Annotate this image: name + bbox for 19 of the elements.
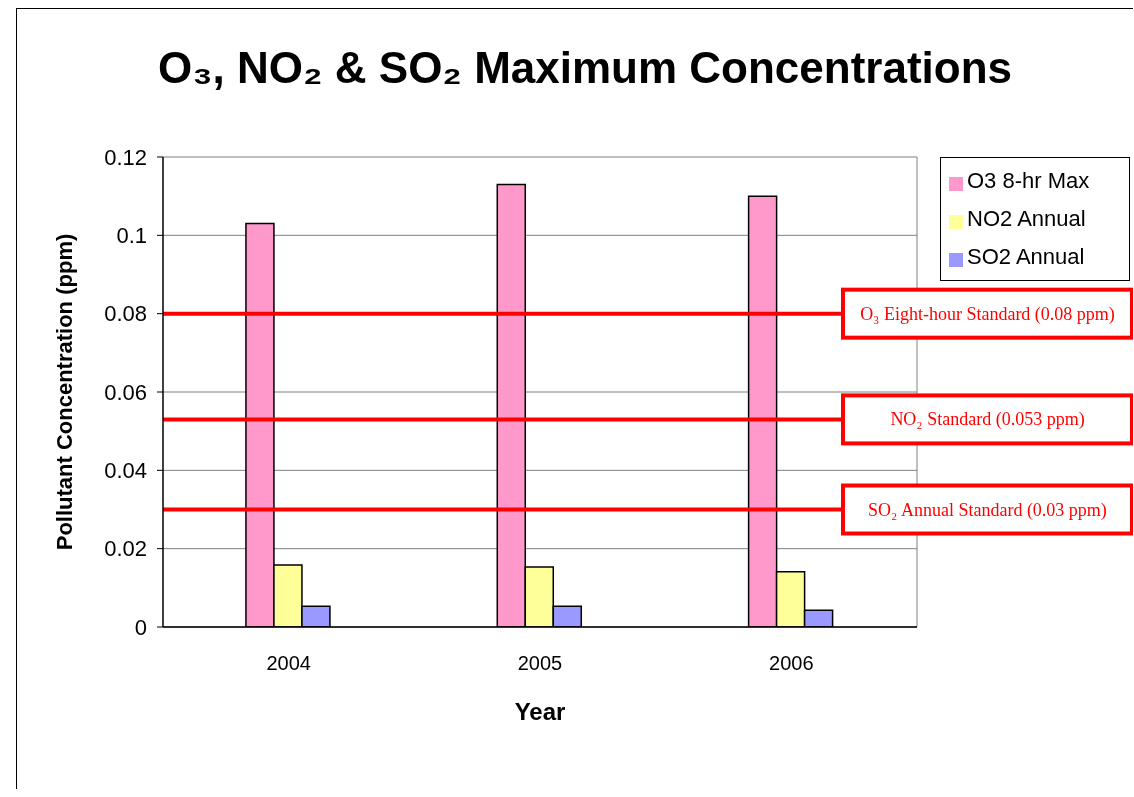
x-tick-label: 2005 [517, 652, 563, 675]
y-tick-label: 0.06 [104, 379, 147, 405]
chart-title: O₃, NO₂ & SO₂ Maximum Concentrations [157, 43, 1013, 92]
x-axis-title: Year [514, 698, 566, 725]
y-tick-label: 0 [134, 614, 147, 640]
legend-label: O3 8-hr Max [967, 168, 1090, 193]
x-tick-label: 2006 [769, 652, 814, 675]
y-tick-label: 0.08 [104, 301, 147, 327]
legend-label: NO2 Annual [967, 206, 1086, 231]
ref-line-label: O₃ Eight-hour Standard (0.08 ppm) [860, 303, 1115, 325]
y-tick-label: 0.12 [104, 144, 147, 170]
y-tick-label: 0.02 [104, 536, 147, 562]
legend-label: SO2 Annual [967, 244, 1085, 269]
y-tick-label: 0.1 [116, 223, 147, 249]
ref-line-label: NO₂ Standard (0.053 ppm) [890, 409, 1085, 431]
y-axis-title: Pollutant Concentration (ppm) [52, 233, 77, 551]
x-tick-label: 2004 [266, 652, 311, 675]
y-tick-label: 0.04 [104, 458, 147, 484]
ref-line-label: SO₂ Annual Standard (0.03 ppm) [868, 499, 1107, 521]
